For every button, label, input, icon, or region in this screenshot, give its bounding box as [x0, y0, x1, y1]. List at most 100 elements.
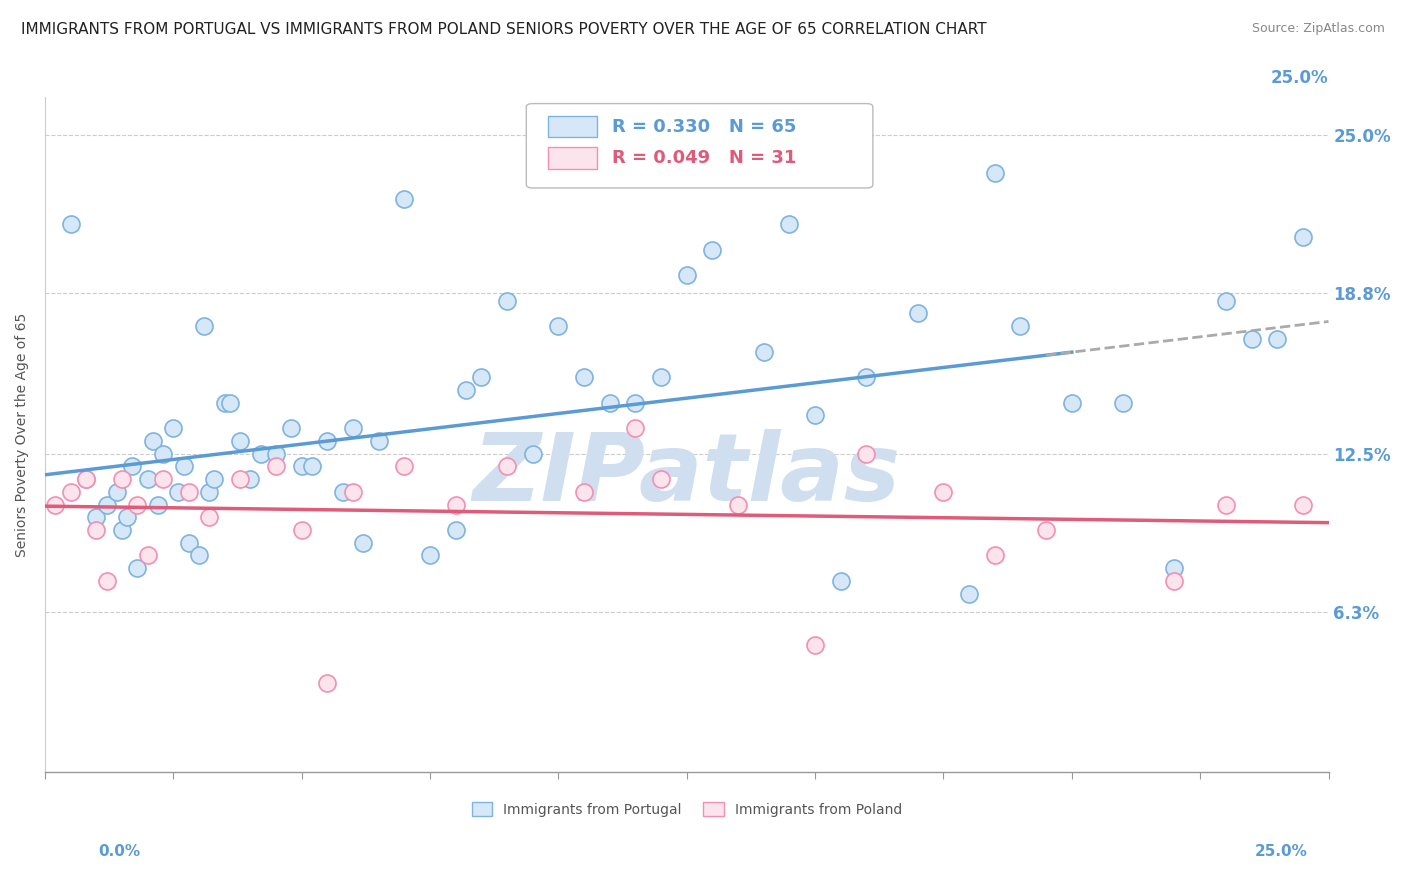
Point: [136, 549, 159, 563]
Point: [855, 446, 877, 460]
Point: [804, 638, 827, 652]
Point: [804, 409, 827, 423]
Point: [202, 472, 225, 486]
Point: [727, 498, 749, 512]
Point: [152, 472, 174, 486]
Point: [1215, 293, 1237, 308]
Point: [342, 484, 364, 499]
Point: [419, 549, 441, 563]
Point: [394, 192, 416, 206]
Point: [470, 370, 492, 384]
Point: [111, 472, 134, 486]
Point: [316, 434, 339, 448]
Point: [1010, 319, 1032, 334]
Point: [86, 523, 108, 537]
Point: [198, 484, 221, 499]
Point: [599, 395, 621, 409]
Point: [115, 510, 138, 524]
Point: [173, 459, 195, 474]
Point: [127, 561, 149, 575]
Point: [1265, 332, 1288, 346]
Point: [75, 472, 97, 486]
Text: 25.0%: 25.0%: [1254, 845, 1308, 859]
Point: [136, 472, 159, 486]
Point: [394, 459, 416, 474]
Point: [547, 319, 569, 334]
Point: [229, 472, 252, 486]
Point: [96, 574, 118, 588]
Point: [1163, 561, 1185, 575]
Point: [193, 319, 215, 334]
Point: [264, 446, 287, 460]
Point: [121, 459, 143, 474]
Point: [367, 434, 389, 448]
Point: [332, 484, 354, 499]
Point: [957, 587, 980, 601]
Point: [127, 498, 149, 512]
Point: [162, 421, 184, 435]
Point: [1112, 395, 1135, 409]
Point: [932, 484, 955, 499]
Point: [1292, 230, 1315, 244]
Point: [44, 498, 66, 512]
Point: [218, 395, 240, 409]
Text: IMMIGRANTS FROM PORTUGAL VS IMMIGRANTS FROM POLAND SENIORS POVERTY OVER THE AGE : IMMIGRANTS FROM PORTUGAL VS IMMIGRANTS F…: [21, 22, 987, 37]
Point: [86, 510, 108, 524]
Point: [650, 370, 672, 384]
Point: [142, 434, 165, 448]
Point: [496, 459, 519, 474]
Point: [1163, 574, 1185, 588]
Point: [177, 535, 200, 549]
Point: [624, 395, 647, 409]
Point: [572, 484, 595, 499]
Point: [907, 306, 929, 320]
Point: [111, 523, 134, 537]
Y-axis label: Seniors Poverty Over the Age of 65: Seniors Poverty Over the Age of 65: [15, 312, 30, 557]
Point: [239, 472, 262, 486]
Point: [146, 498, 169, 512]
Point: [96, 498, 118, 512]
Point: [167, 484, 190, 499]
Point: [198, 510, 221, 524]
Point: [105, 484, 128, 499]
Point: [316, 676, 339, 690]
Point: [152, 446, 174, 460]
FancyBboxPatch shape: [526, 103, 873, 188]
Point: [1060, 395, 1083, 409]
Text: 0.0%: 0.0%: [98, 845, 141, 859]
Point: [229, 434, 252, 448]
FancyBboxPatch shape: [548, 116, 598, 137]
Point: [352, 535, 374, 549]
Point: [650, 472, 672, 486]
Point: [984, 549, 1007, 563]
Text: R = 0.049   N = 31: R = 0.049 N = 31: [612, 149, 797, 168]
Point: [1240, 332, 1263, 346]
Point: [675, 268, 697, 283]
Point: [830, 574, 852, 588]
Point: [702, 243, 724, 257]
Point: [59, 217, 82, 231]
Point: [280, 421, 302, 435]
Point: [214, 395, 236, 409]
Point: [291, 523, 314, 537]
Point: [855, 370, 877, 384]
Point: [264, 459, 287, 474]
Text: R = 0.330   N = 65: R = 0.330 N = 65: [612, 118, 797, 136]
Point: [778, 217, 800, 231]
Point: [522, 446, 544, 460]
Text: 25.0%: 25.0%: [1271, 69, 1329, 87]
Text: ZIPatlas: ZIPatlas: [472, 429, 901, 521]
Point: [984, 166, 1007, 180]
Point: [454, 383, 477, 397]
Point: [342, 421, 364, 435]
Text: Source: ZipAtlas.com: Source: ZipAtlas.com: [1251, 22, 1385, 36]
Point: [1215, 498, 1237, 512]
Point: [444, 498, 467, 512]
Point: [249, 446, 271, 460]
Point: [188, 549, 211, 563]
FancyBboxPatch shape: [548, 147, 598, 169]
Point: [624, 421, 647, 435]
Point: [1292, 498, 1315, 512]
Point: [496, 293, 519, 308]
Point: [291, 459, 314, 474]
